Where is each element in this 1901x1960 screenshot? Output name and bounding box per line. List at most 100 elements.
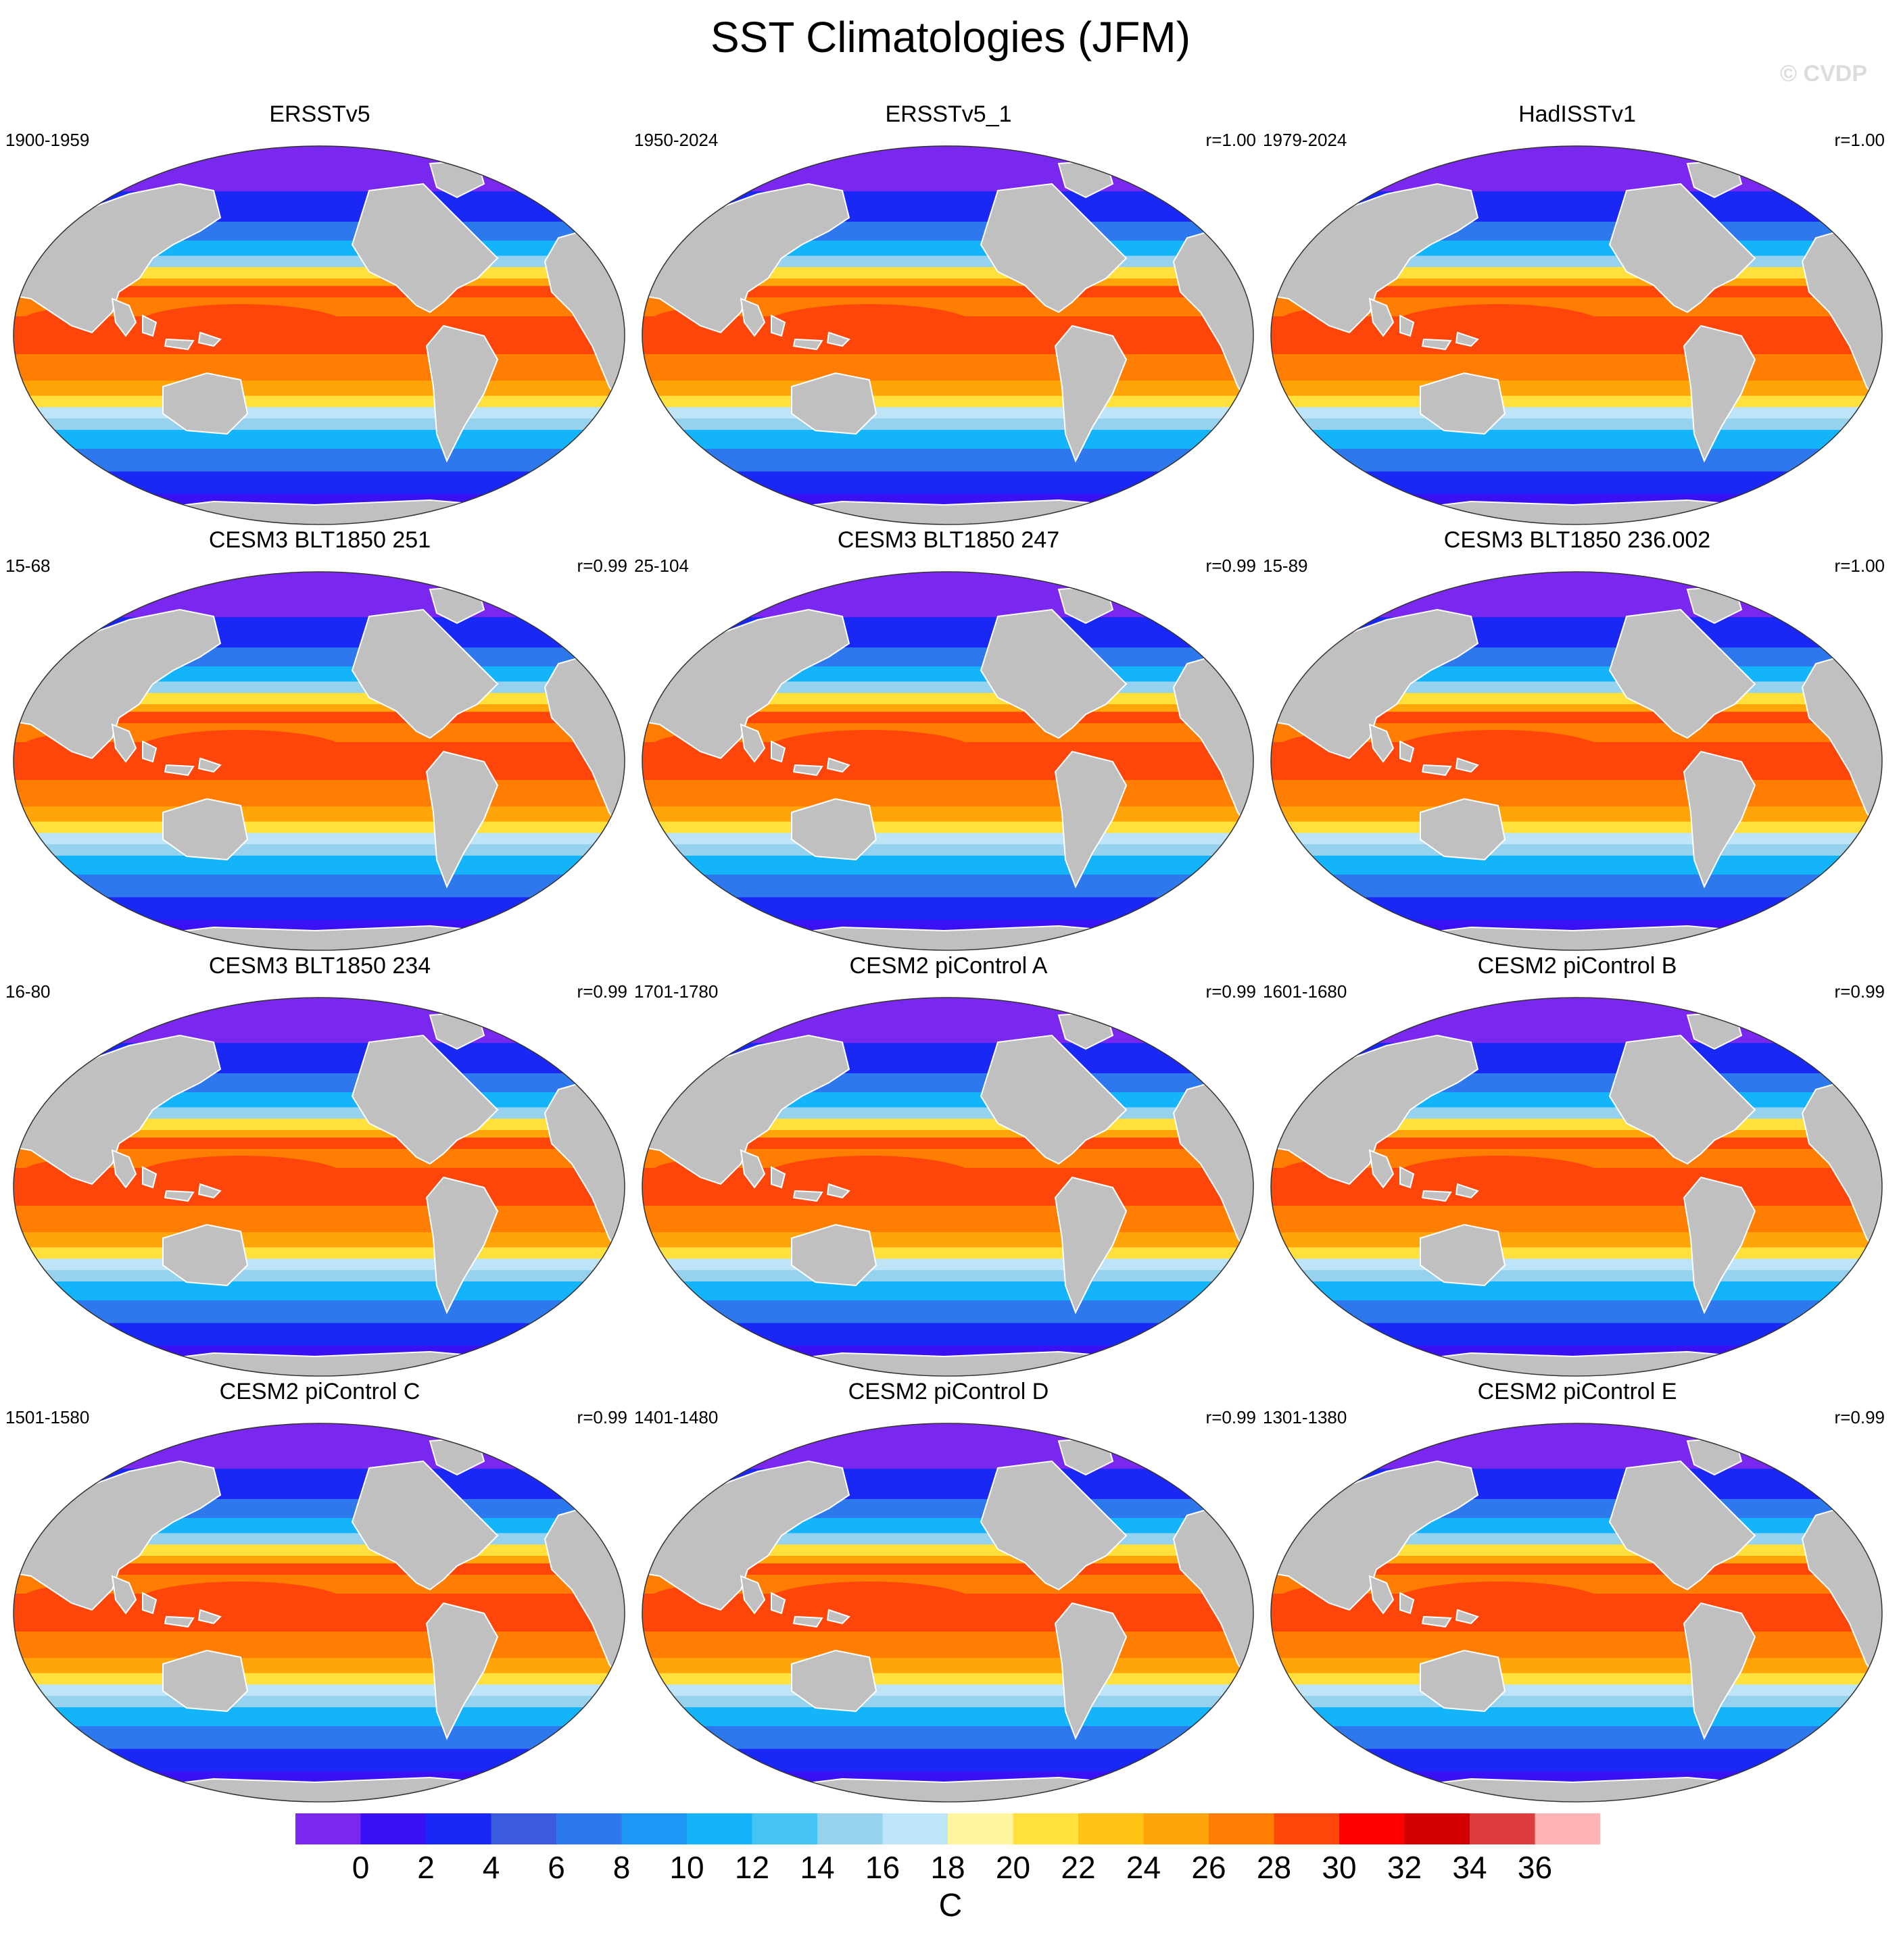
landmass bbox=[980, 1034, 1128, 1165]
sst-band bbox=[14, 381, 625, 397]
sst-band bbox=[14, 395, 625, 408]
sst-band bbox=[642, 1206, 1253, 1233]
landmass bbox=[14, 608, 222, 760]
sst-map bbox=[13, 145, 625, 525]
landmass bbox=[14, 182, 222, 334]
sst-band bbox=[14, 856, 625, 875]
landmass bbox=[1271, 608, 1479, 760]
landmass bbox=[111, 723, 137, 763]
sst-band bbox=[14, 1258, 625, 1271]
colorbar-tick-label: 32 bbox=[1387, 1850, 1422, 1885]
sst-band bbox=[642, 1423, 1253, 1470]
sst-band bbox=[642, 712, 1253, 724]
sst-band bbox=[14, 146, 625, 193]
sst-band bbox=[642, 354, 1253, 382]
panel-title: CESM2 piControl E bbox=[1477, 1379, 1677, 1404]
sst-band bbox=[14, 998, 625, 1044]
sst-band bbox=[642, 146, 1253, 193]
landmass bbox=[164, 338, 195, 351]
landmass bbox=[1271, 1460, 1479, 1611]
colorbar-segment bbox=[817, 1813, 883, 1844]
colorbar-segment bbox=[1339, 1813, 1405, 1844]
colorbar-segment bbox=[491, 1813, 557, 1844]
landmass bbox=[351, 608, 499, 739]
landmass bbox=[14, 1034, 222, 1185]
panel-period: 15-68 bbox=[5, 556, 51, 576]
landmass bbox=[693, 499, 1215, 524]
map-outline bbox=[642, 1423, 1254, 1803]
landmass bbox=[740, 723, 766, 763]
map-panel: CESM2 piControl D 1401-1480 r=0.99 bbox=[634, 1379, 1263, 1805]
sst-band bbox=[14, 1673, 625, 1686]
sst-band bbox=[1271, 1300, 1882, 1324]
sst-band bbox=[642, 1658, 1253, 1674]
warm-pool bbox=[133, 1156, 349, 1202]
panel-period: 25-104 bbox=[634, 556, 689, 576]
panel-correlation: r=1.00 bbox=[1834, 556, 1885, 576]
landmass bbox=[1054, 1602, 1128, 1740]
landmass bbox=[1399, 314, 1415, 337]
map-outline bbox=[13, 571, 625, 951]
warm-pool bbox=[1390, 1156, 1606, 1202]
sst-band bbox=[642, 780, 1253, 808]
landmass bbox=[771, 1592, 786, 1615]
panel-period: 16-80 bbox=[5, 981, 51, 1002]
landmass bbox=[162, 1649, 249, 1713]
landmass bbox=[792, 338, 823, 351]
colorbar-tick-label: 4 bbox=[482, 1850, 500, 1885]
colorbar-tick-label: 26 bbox=[1191, 1850, 1226, 1885]
map-panel: CESM3 BLT1850 247 25-104 r=0.99 bbox=[634, 527, 1263, 953]
sst-band bbox=[1271, 407, 1882, 420]
warm-pool bbox=[133, 304, 349, 350]
map-panel: ERSSTv5_1 1950-2024 r=1.00 bbox=[634, 101, 1263, 527]
landmass bbox=[642, 182, 850, 334]
sst-band bbox=[1271, 1707, 1882, 1727]
warm-pool bbox=[133, 730, 349, 776]
sst-band bbox=[642, 449, 1253, 472]
colorbar-tick-label: 14 bbox=[800, 1850, 835, 1885]
map-outline bbox=[642, 997, 1254, 1377]
sst-band bbox=[642, 471, 1253, 495]
sst-band bbox=[642, 844, 1253, 856]
colorbar-tick-label: 16 bbox=[865, 1850, 900, 1885]
sst-band bbox=[14, 833, 625, 846]
sst-band bbox=[642, 430, 1253, 449]
figure-title: SST Climatologies (JFM) bbox=[710, 13, 1191, 62]
colorbar-segment bbox=[1470, 1813, 1535, 1844]
landmass bbox=[792, 764, 823, 777]
landmass bbox=[111, 1149, 137, 1189]
panel-correlation: r=1.00 bbox=[1205, 130, 1256, 150]
warm-pool bbox=[761, 1582, 978, 1627]
sst-band bbox=[14, 286, 625, 298]
colorbar-segment bbox=[1078, 1813, 1144, 1844]
landmass bbox=[162, 798, 249, 861]
landmass bbox=[693, 1776, 1215, 1802]
sst-band bbox=[14, 471, 625, 495]
sst-band bbox=[642, 875, 1253, 898]
landmass bbox=[197, 757, 222, 773]
sst-band bbox=[14, 1270, 625, 1282]
colorbar-segment bbox=[1535, 1813, 1600, 1844]
landmass bbox=[1420, 1649, 1506, 1713]
sst-map bbox=[642, 145, 1254, 525]
map-panel: CESM3 BLT1850 236.002 15-89 r=1.00 bbox=[1263, 527, 1892, 953]
sst-band bbox=[642, 1137, 1253, 1150]
colorbar-tick-label: 8 bbox=[612, 1850, 631, 1885]
landmass bbox=[740, 297, 766, 337]
warm-pool bbox=[1390, 304, 1606, 350]
sst-map bbox=[1270, 145, 1883, 525]
panel-title: CESM3 BLT1850 234 bbox=[208, 953, 431, 979]
sst-band bbox=[1271, 1673, 1882, 1686]
sst-band bbox=[642, 1632, 1253, 1659]
landmass bbox=[1399, 1592, 1415, 1615]
map-outline bbox=[13, 997, 625, 1377]
landmass bbox=[1368, 723, 1395, 763]
panel-period: 1701-1780 bbox=[634, 981, 719, 1002]
sst-band bbox=[1271, 780, 1882, 808]
sst-band bbox=[1271, 856, 1882, 875]
sst-band bbox=[1271, 806, 1882, 823]
sst-band bbox=[14, 1684, 625, 1697]
landmass bbox=[1054, 1176, 1128, 1315]
landmass bbox=[1368, 297, 1395, 337]
sst-band bbox=[1271, 821, 1882, 834]
